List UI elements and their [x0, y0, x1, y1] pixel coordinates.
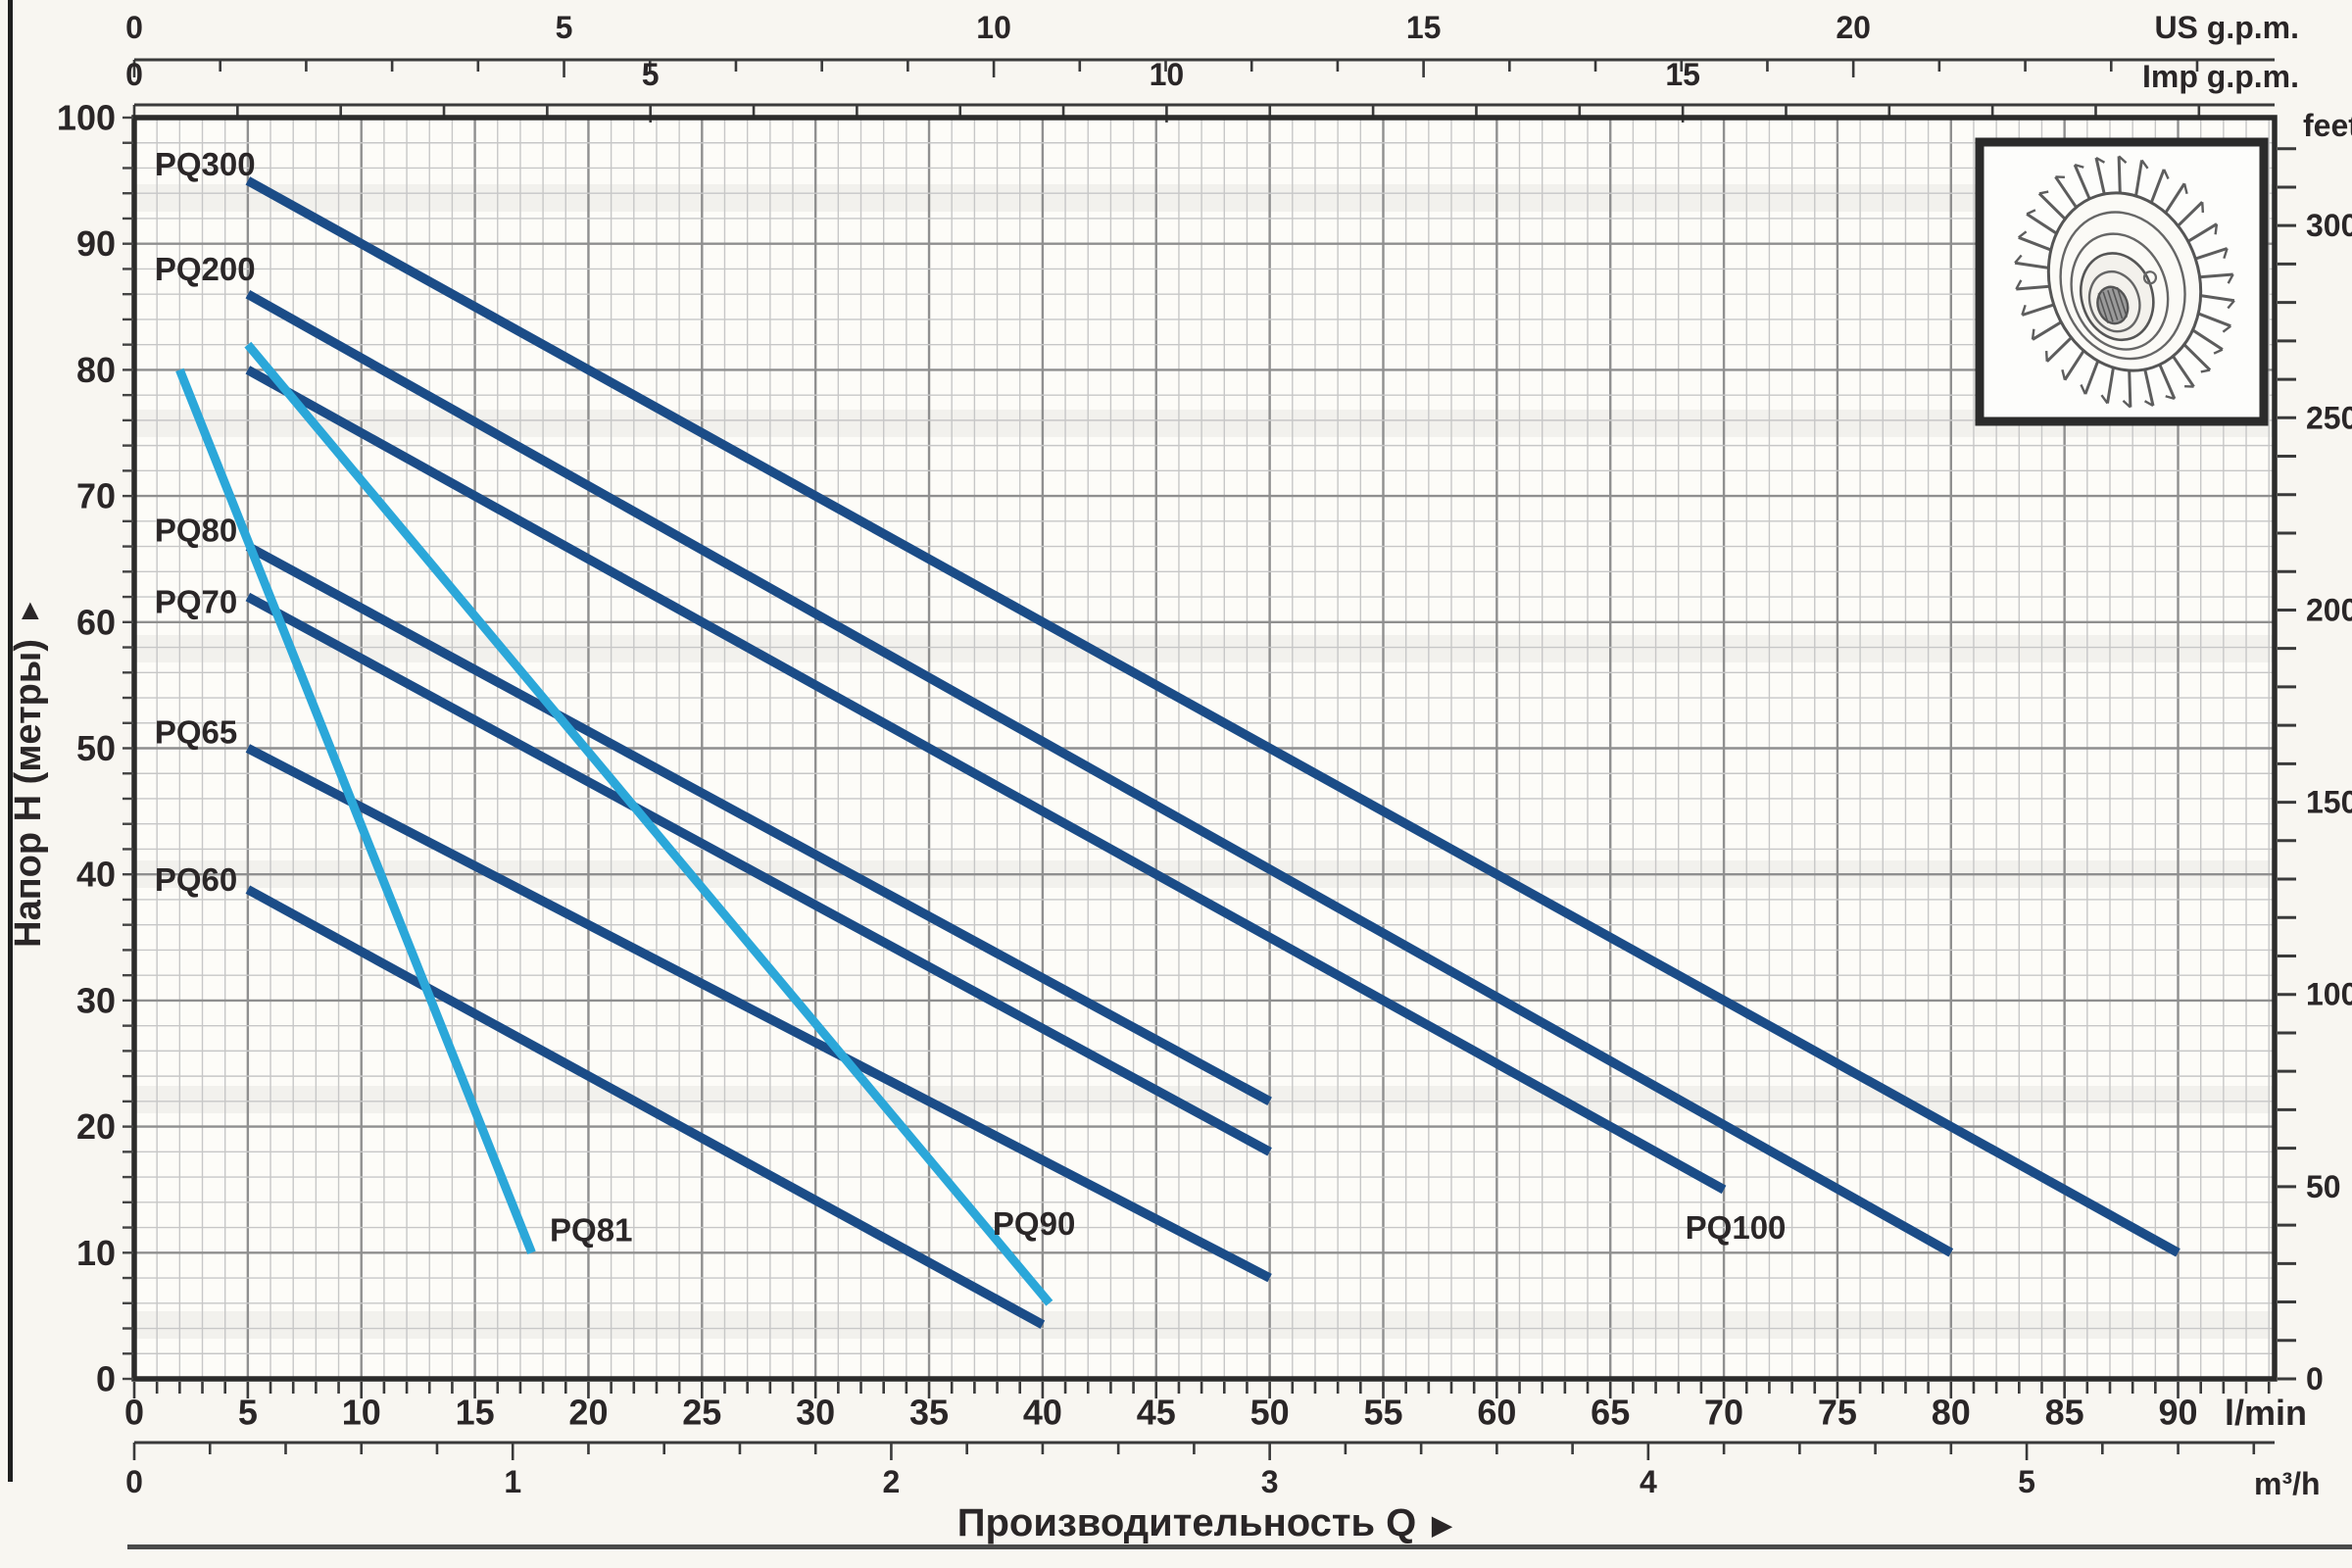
svg-text:300: 300	[2306, 208, 2352, 243]
svg-text:5: 5	[2018, 1464, 2035, 1499]
us-gpm-unit-label: US g.p.m.	[2154, 10, 2299, 45]
impeller-illustration	[1975, 137, 2269, 426]
curve-PQ90	[244, 341, 1054, 1306]
svg-text:70: 70	[76, 476, 116, 516]
svg-text:40: 40	[1023, 1393, 1062, 1433]
svg-text:75: 75	[1818, 1393, 1857, 1433]
x-axis-title: Производительность Q ▶	[812, 1501, 1596, 1545]
svg-text:30: 30	[76, 980, 116, 1020]
meters-axis: 0 10 20 30 40 50 60 70 80 90 100	[57, 98, 133, 1399]
svg-text:25: 25	[682, 1393, 721, 1433]
up-arrow-icon: ▲	[16, 594, 45, 626]
svg-text:80: 80	[1932, 1393, 1971, 1433]
plot-border	[131, 115, 2278, 1382]
scan-bands	[134, 184, 2275, 1339]
m3h-unit-label: m³/h	[2254, 1466, 2321, 1501]
lmin-axis: 0 5 10 15 20 25 30 35 40 45 50 55 60 65 70 75 80 85 90	[124, 1382, 2271, 1433]
top-axes: 0 5 10 15 20 0 5 10 15	[125, 10, 2275, 122]
impeller-icon	[2014, 155, 2235, 409]
svg-text:80: 80	[76, 350, 116, 390]
series-labels: PQ300 PQ200 PQ100 PQ80 PQ70 PQ65 PQ60 PQ90 PQ81	[155, 146, 1787, 1249]
series-label-PQ65: PQ65	[155, 713, 237, 750]
svg-text:70: 70	[1704, 1393, 1743, 1433]
series-label-PQ81: PQ81	[550, 1212, 632, 1249]
svg-text:65: 65	[1591, 1393, 1630, 1433]
svg-text:55: 55	[1363, 1393, 1402, 1433]
svg-text:0: 0	[2306, 1361, 2324, 1396]
svg-text:0: 0	[124, 1393, 144, 1433]
svg-text:4: 4	[1640, 1464, 1657, 1499]
right-arrow-icon: ▶	[1432, 1509, 1452, 1540]
series-label-PQ300: PQ300	[155, 146, 256, 182]
svg-text:90: 90	[2158, 1393, 2197, 1433]
svg-text:60: 60	[1477, 1393, 1516, 1433]
svg-text:250: 250	[2306, 400, 2352, 435]
svg-text:40: 40	[76, 855, 116, 895]
imp-gpm-unit-label: Imp g.p.m.	[2142, 59, 2299, 94]
svg-text:10: 10	[1150, 57, 1185, 92]
svg-text:15: 15	[1406, 10, 1442, 45]
curve-PQ81	[175, 368, 536, 1254]
page-left-border	[8, 0, 13, 1482]
svg-text:90: 90	[76, 223, 116, 264]
svg-text:50: 50	[2306, 1169, 2341, 1204]
svg-text:5: 5	[556, 10, 573, 45]
svg-text:20: 20	[76, 1106, 116, 1147]
pump-curves	[175, 176, 2180, 1329]
svg-text:100: 100	[2306, 977, 2352, 1012]
series-label-PQ70: PQ70	[155, 584, 237, 620]
svg-text:15: 15	[1665, 57, 1700, 92]
series-label-PQ80: PQ80	[155, 512, 237, 548]
svg-text:0: 0	[125, 57, 143, 92]
svg-text:0: 0	[125, 1464, 143, 1499]
lmin-unit-label: l/min	[2225, 1393, 2308, 1433]
curve-PQ200	[245, 290, 1954, 1257]
page-bottom-rule	[127, 1544, 2352, 1549]
feet-axis: 0 50 100 150 200 250 300	[2278, 147, 2352, 1396]
svg-text:5: 5	[238, 1393, 258, 1433]
svg-text:85: 85	[2045, 1393, 2084, 1433]
svg-text:0: 0	[96, 1359, 116, 1399]
svg-text:100: 100	[57, 98, 116, 138]
svg-text:2: 2	[883, 1464, 901, 1499]
svg-text:200: 200	[2306, 592, 2352, 627]
svg-text:1: 1	[504, 1464, 521, 1499]
svg-text:10: 10	[342, 1393, 381, 1433]
svg-text:0: 0	[125, 10, 143, 45]
svg-text:10: 10	[76, 1233, 116, 1273]
svg-text:3: 3	[1261, 1464, 1279, 1499]
curve-PQ100	[245, 366, 1727, 1195]
svg-text:50: 50	[76, 728, 116, 768]
curve-PQ300	[245, 176, 2180, 1257]
svg-text:30: 30	[796, 1393, 835, 1433]
svg-text:15: 15	[456, 1393, 495, 1433]
curve-PQ80	[245, 542, 1272, 1106]
svg-text:10: 10	[976, 10, 1011, 45]
m3h-axis: 0 1 2 3 4 5	[125, 1441, 2275, 1499]
series-label-PQ90: PQ90	[993, 1205, 1075, 1242]
svg-text:50: 50	[1250, 1393, 1290, 1433]
svg-text:45: 45	[1137, 1393, 1176, 1433]
y-axis-title: Напор H (метры)	[8, 639, 49, 948]
curve-PQ65	[245, 744, 1272, 1283]
svg-text:5: 5	[642, 57, 660, 92]
curve-PQ70	[245, 592, 1272, 1156]
feet-unit-label: feet	[2303, 108, 2352, 143]
series-label-PQ200: PQ200	[155, 251, 256, 287]
svg-text:150: 150	[2306, 785, 2352, 820]
svg-text:20: 20	[1836, 10, 1871, 45]
series-label-PQ60: PQ60	[155, 861, 237, 898]
curve-PQ60	[245, 885, 1046, 1329]
grid	[134, 118, 2275, 1379]
x-axis-title-text: Производительность Q	[956, 1501, 1417, 1544]
svg-text:60: 60	[76, 602, 116, 642]
svg-text:35: 35	[909, 1393, 949, 1433]
svg-text:20: 20	[568, 1393, 608, 1433]
series-label-PQ100: PQ100	[1686, 1209, 1787, 1246]
